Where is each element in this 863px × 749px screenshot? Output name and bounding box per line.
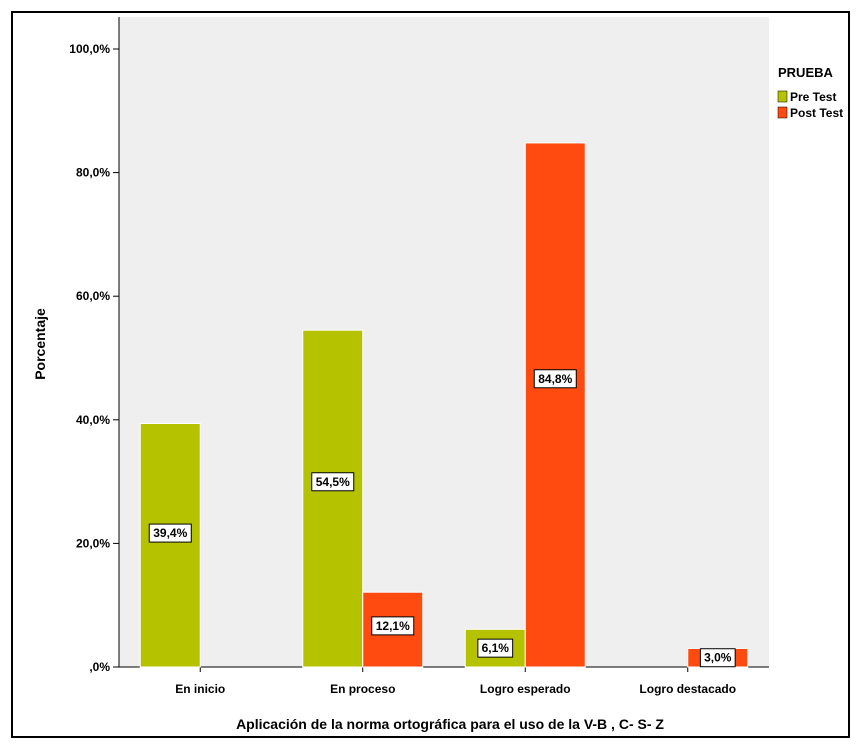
y-tick-label: 40,0% [76,413,110,427]
x-tick-label: En inicio [175,682,225,696]
legend-entry: Pre Test [790,90,836,104]
data-label: 84,8% [538,372,572,386]
data-label-box [533,369,577,389]
plot-area [119,17,769,667]
data-label-box [148,523,192,543]
data-label: 3,0% [704,651,732,665]
data-label-box [371,616,415,636]
data-label: 54,5% [316,475,350,489]
y-tick-label: 100,0% [69,42,110,56]
y-tick-label: 20,0% [76,536,110,550]
data-label: 12,1% [376,619,410,633]
data-label: 6,1% [482,641,510,655]
data-label: 39,4% [153,526,187,540]
legend-swatch [777,90,788,103]
y-tick-label: 60,0% [76,289,110,303]
x-tick-label: En proceso [330,682,395,696]
data-label-box [311,472,355,492]
bar [524,142,586,668]
legend: PRUEBA Pre Test Post Test [777,65,843,120]
x-tick-label: Logro destacado [639,682,736,696]
y-axis-title: Porcentaje [32,308,48,380]
y-tick-label: 80,0% [76,166,110,180]
bar [139,423,201,668]
data-label-box [699,648,736,668]
legend-title: PRUEBA [778,65,834,80]
bar [302,329,364,668]
x-tick-label: Logro esperado [480,682,571,696]
legend-swatch [777,106,788,119]
data-label-box [477,638,514,658]
legend-entry: Post Test [790,106,843,120]
x-axis-title: Aplicación de la norma ortográfica para … [236,716,664,732]
y-tick-label: ,0% [89,660,110,674]
